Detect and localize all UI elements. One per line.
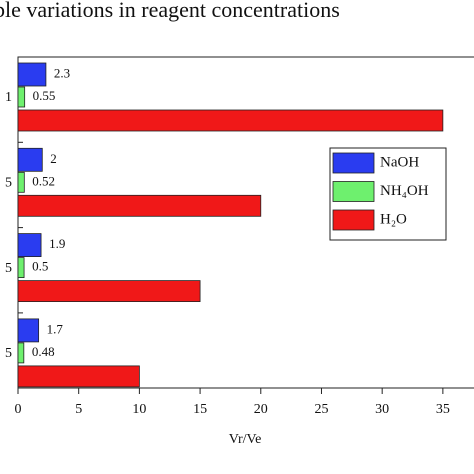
y-tick-label: 5 (5, 176, 12, 191)
x-tick-label: 15 (193, 402, 207, 417)
bar (17, 233, 42, 258)
value-label: 0.48 (32, 344, 55, 359)
bar (17, 109, 444, 132)
x-tick-label: 20 (254, 402, 268, 417)
value-label: 0.52 (32, 173, 55, 188)
x-tick-label: 35 (436, 402, 450, 417)
legend-label: NH₄OH (380, 183, 429, 199)
value-label: 2.3 (54, 65, 70, 80)
x-tick-label: 5 (75, 402, 82, 417)
value-label: 1.9 (49, 236, 65, 251)
bar (17, 62, 47, 87)
plot-frame (17, 56, 474, 389)
y-tick-label: 1 (5, 90, 12, 105)
bar (17, 147, 43, 172)
legend-swatch (332, 181, 375, 202)
value-label: 0.5 (32, 259, 48, 274)
x-tick-label: 0 (15, 402, 22, 417)
x-tick-label: 30 (375, 402, 389, 417)
bar (17, 365, 140, 388)
bar (17, 280, 201, 303)
y-tick-label: 5 (5, 346, 12, 361)
bar (17, 257, 25, 279)
legend-swatch (332, 152, 375, 174)
legend-label: NaOH (380, 154, 419, 170)
bar (17, 86, 26, 108)
legend-label: H₂O (380, 211, 407, 227)
bar (17, 194, 262, 217)
bar (17, 171, 25, 193)
value-label: 1.7 (47, 321, 64, 336)
chart-title: ble variations in reagent concentrations (0, 0, 340, 22)
legend-swatch (332, 209, 375, 231)
value-label: 2 (50, 151, 57, 166)
x-tick-label: 25 (314, 402, 328, 417)
bar (17, 342, 25, 364)
x-tick-label: 10 (132, 402, 146, 417)
y-tick-label: 5 (5, 261, 12, 276)
value-label: 0.55 (33, 88, 56, 103)
x-axis-label: Vr/Ve (229, 432, 262, 447)
bar (17, 318, 40, 343)
